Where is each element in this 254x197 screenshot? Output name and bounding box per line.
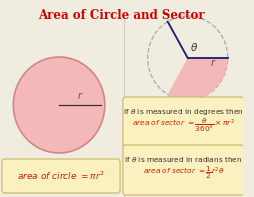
FancyBboxPatch shape bbox=[2, 159, 120, 193]
Text: Area of Circle and Sector: Area of Circle and Sector bbox=[38, 9, 203, 22]
Text: r: r bbox=[210, 58, 214, 68]
Text: area of sector $=\dfrac{1}{2}r^2\theta$: area of sector $=\dfrac{1}{2}r^2\theta$ bbox=[142, 165, 223, 181]
Text: r: r bbox=[78, 91, 82, 101]
Circle shape bbox=[13, 57, 104, 153]
FancyBboxPatch shape bbox=[122, 97, 243, 147]
Wedge shape bbox=[167, 58, 227, 100]
Text: If $\theta$ is measured in degrees then: If $\theta$ is measured in degrees then bbox=[122, 107, 243, 117]
Text: area of circle $= \pi r^2$: area of circle $= \pi r^2$ bbox=[17, 170, 104, 182]
Text: area of sector $=\dfrac{\theta}{360°}\times\pi r^2$: area of sector $=\dfrac{\theta}{360°}\ti… bbox=[131, 117, 234, 134]
Text: $\theta$: $\theta$ bbox=[189, 41, 197, 53]
Text: If $\theta$ is measured in radians then: If $\theta$ is measured in radians then bbox=[124, 155, 242, 164]
FancyBboxPatch shape bbox=[122, 145, 243, 195]
